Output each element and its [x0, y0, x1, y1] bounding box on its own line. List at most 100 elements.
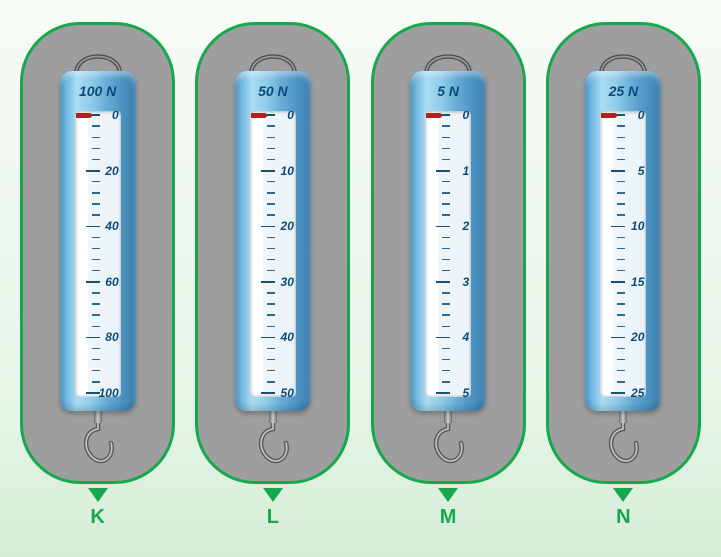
- dynamometer-card[interactable]: 5 N012345: [371, 22, 526, 484]
- minor-tick: [617, 381, 625, 382]
- scale: 012345: [425, 111, 471, 397]
- major-tick: [86, 392, 100, 394]
- minor-tick: [92, 248, 100, 249]
- minor-tick: [442, 381, 450, 382]
- major-tick: [436, 170, 450, 172]
- hook-icon: [79, 419, 117, 467]
- minor-tick: [92, 370, 100, 371]
- tick-label: 30: [281, 275, 294, 289]
- triangle-icon: [263, 488, 283, 502]
- choice-label[interactable]: N: [546, 488, 701, 529]
- triangle-icon: [88, 488, 108, 502]
- scale: 01020304050: [250, 111, 296, 397]
- major-tick: [436, 281, 450, 283]
- minor-tick: [267, 348, 275, 349]
- minor-tick: [267, 203, 275, 204]
- major-tick: [611, 392, 625, 394]
- scale-window: 012345: [425, 111, 471, 397]
- minor-tick: [617, 348, 625, 349]
- choice-label[interactable]: M: [371, 488, 526, 529]
- hook-stem: [269, 409, 277, 423]
- tick-label: 4: [462, 330, 469, 344]
- tick-label: 5: [638, 164, 645, 178]
- minor-tick: [92, 237, 100, 238]
- minor-tick: [442, 359, 450, 360]
- choice-letter: M: [371, 506, 526, 529]
- minor-tick: [267, 359, 275, 360]
- capacity-label: 25 N: [585, 83, 661, 99]
- scale-window: 01020304050: [250, 111, 296, 397]
- choice-label[interactable]: L: [195, 488, 350, 529]
- minor-tick: [92, 292, 100, 293]
- minor-tick: [617, 214, 625, 215]
- tube: 5 N012345: [410, 71, 486, 411]
- pointer: [76, 113, 92, 118]
- minor-tick: [617, 303, 625, 304]
- choice-letter: N: [546, 506, 701, 529]
- tick-label: 0: [287, 111, 294, 122]
- tube: 100 N020406080100: [60, 71, 136, 411]
- minor-tick: [617, 314, 625, 315]
- dynamometer-row: 100 N020406080100 50 N01020304050 5 N012…: [0, 0, 721, 484]
- minor-tick: [442, 214, 450, 215]
- minor-tick: [617, 137, 625, 138]
- dynamometer: 5 N012345: [410, 37, 486, 457]
- choice-letter: K: [20, 506, 175, 529]
- minor-tick: [92, 314, 100, 315]
- minor-tick: [92, 137, 100, 138]
- minor-tick: [267, 314, 275, 315]
- dynamometer-card[interactable]: 25 N0510152025: [546, 22, 701, 484]
- minor-tick: [442, 292, 450, 293]
- minor-tick: [267, 381, 275, 382]
- minor-tick: [267, 214, 275, 215]
- minor-tick: [92, 270, 100, 271]
- minor-tick: [442, 303, 450, 304]
- hook-icon: [254, 419, 292, 467]
- scale: 020406080100: [75, 111, 121, 397]
- tube: 50 N01020304050: [235, 71, 311, 411]
- dynamometer-card[interactable]: 50 N01020304050: [195, 22, 350, 484]
- minor-tick: [617, 181, 625, 182]
- major-tick: [436, 226, 450, 228]
- tick-label: 5: [462, 386, 469, 397]
- minor-tick: [442, 203, 450, 204]
- minor-tick: [92, 125, 100, 126]
- minor-tick: [617, 270, 625, 271]
- minor-tick: [92, 359, 100, 360]
- minor-tick: [442, 237, 450, 238]
- minor-tick: [442, 270, 450, 271]
- pointer: [251, 113, 267, 118]
- minor-tick: [267, 370, 275, 371]
- tick-label: 0: [462, 111, 469, 122]
- minor-tick: [442, 348, 450, 349]
- choice-label[interactable]: K: [20, 488, 175, 529]
- tick-label: 100: [99, 386, 119, 397]
- minor-tick: [267, 248, 275, 249]
- major-tick: [261, 170, 275, 172]
- minor-tick: [442, 148, 450, 149]
- tick-label: 15: [631, 275, 644, 289]
- dynamometer: 25 N0510152025: [585, 37, 661, 457]
- major-tick: [261, 392, 275, 394]
- minor-tick: [617, 259, 625, 260]
- scale-window: 020406080100: [75, 111, 121, 397]
- dynamometer: 100 N020406080100: [60, 37, 136, 457]
- major-tick: [611, 337, 625, 339]
- tube: 25 N0510152025: [585, 71, 661, 411]
- capacity-label: 50 N: [235, 83, 311, 99]
- tick-label: 20: [631, 330, 644, 344]
- minor-tick: [442, 137, 450, 138]
- minor-tick: [267, 237, 275, 238]
- hook-stem: [444, 409, 452, 423]
- minor-tick: [267, 181, 275, 182]
- tick-label: 25: [631, 386, 644, 397]
- major-tick: [86, 170, 100, 172]
- minor-tick: [92, 159, 100, 160]
- major-tick: [86, 337, 100, 339]
- minor-tick: [267, 148, 275, 149]
- hook-stem: [94, 409, 102, 423]
- tick-label: 40: [105, 219, 118, 233]
- tick-label: 10: [631, 219, 644, 233]
- minor-tick: [92, 148, 100, 149]
- dynamometer-card[interactable]: 100 N020406080100: [20, 22, 175, 484]
